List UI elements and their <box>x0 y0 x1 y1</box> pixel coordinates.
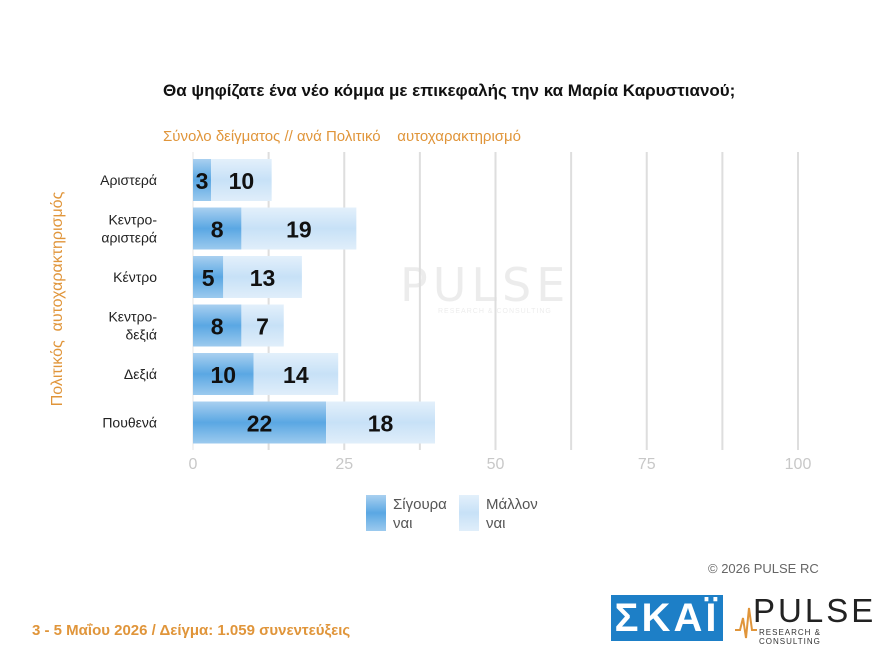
pulse-logo-sub: RESEARCH & CONSULTING <box>759 628 822 646</box>
category-label: Πουθενά <box>102 415 157 431</box>
data-label: 5 <box>202 265 215 291</box>
bar-segment-sure <box>193 401 327 444</box>
data-label: 13 <box>250 265 276 291</box>
pulse-logo-word: PULSE <box>753 592 877 629</box>
x-tick-label: 75 <box>638 456 656 473</box>
legend-label-sure: Σίγουρα ναι <box>393 496 447 532</box>
legend-label-maybe: Μάλλον ναι <box>486 496 538 532</box>
bar-segment-maybe <box>241 207 357 250</box>
category-label: Κεντρο-αριστερά <box>101 212 157 246</box>
fieldwork-footer: 3 - 5 Μαΐου 2026 / Δείγμα: 1.059 συνεντε… <box>32 622 351 639</box>
x-tick-label: 25 <box>335 456 353 473</box>
x-tick-labels: 0 25 50 75 100 <box>189 456 812 473</box>
data-label: 7 <box>256 314 269 340</box>
x-tick-label: 100 <box>785 456 812 473</box>
pulse-logo: PULSE RESEARCH & CONSULTING <box>735 594 880 646</box>
bar-segment-sure <box>193 304 242 347</box>
legend-swatch-sure <box>366 495 386 531</box>
grid-lines <box>192 152 799 450</box>
pulse-wave-icon <box>735 607 757 639</box>
data-label: 10 <box>229 168 255 194</box>
bar-segment-sure <box>193 353 254 395</box>
skai-logo: ΣΚΑΪ <box>611 595 723 641</box>
data-label: 8 <box>211 217 224 243</box>
watermark-sub: RESEARCH & CONSULTING <box>438 308 552 315</box>
data-label: 14 <box>283 362 309 388</box>
category-label: Κεντρο-δεξιά <box>108 309 157 343</box>
bar-segment-maybe <box>326 401 435 444</box>
bar-segment-maybe <box>241 304 284 347</box>
x-tick-label: 50 <box>487 456 505 473</box>
legend-swatch-maybe <box>459 495 479 531</box>
bar-segment-sure <box>193 256 224 298</box>
legend-item-sure: Σίγουρα ναι <box>366 495 447 533</box>
data-label: 10 <box>210 362 236 388</box>
copyright: © 2026 PULSE RC <box>708 561 819 576</box>
category-label: Αριστερά <box>100 172 157 188</box>
data-label: 8 <box>211 314 224 340</box>
x-tick-label: 0 <box>189 456 198 473</box>
chart-title: Θα ψηφίζατε ένα νέο κόμμα με επικεφαλής … <box>163 81 736 100</box>
legend-item-maybe: Μάλλον ναι <box>459 495 538 533</box>
category-label: Δεξιά <box>124 366 157 382</box>
watermark-word: PULSE <box>400 258 571 312</box>
bar-segment-sure <box>193 159 212 201</box>
bar-segment-sure <box>193 207 242 250</box>
bar-segment-maybe <box>253 353 339 395</box>
bar-segment-maybe <box>223 256 302 298</box>
data-label: 18 <box>368 411 394 437</box>
bar-segment-maybe <box>211 159 272 201</box>
data-label: 19 <box>286 217 312 243</box>
category-labels: Αριστερά Κεντρο-αριστερά Κέντρο Κεντρο-δεξι… <box>100 172 157 431</box>
category-label: Κέντρο <box>113 269 157 285</box>
data-label: 3 <box>196 168 209 194</box>
data-label: 22 <box>247 411 273 437</box>
chart-subtitle: Σύνολο δείγματος // ανά Πολιτικό αυτοχαρ… <box>163 128 522 145</box>
pulse-watermark: PULSE RESEARCH & CONSULTING <box>400 262 570 315</box>
